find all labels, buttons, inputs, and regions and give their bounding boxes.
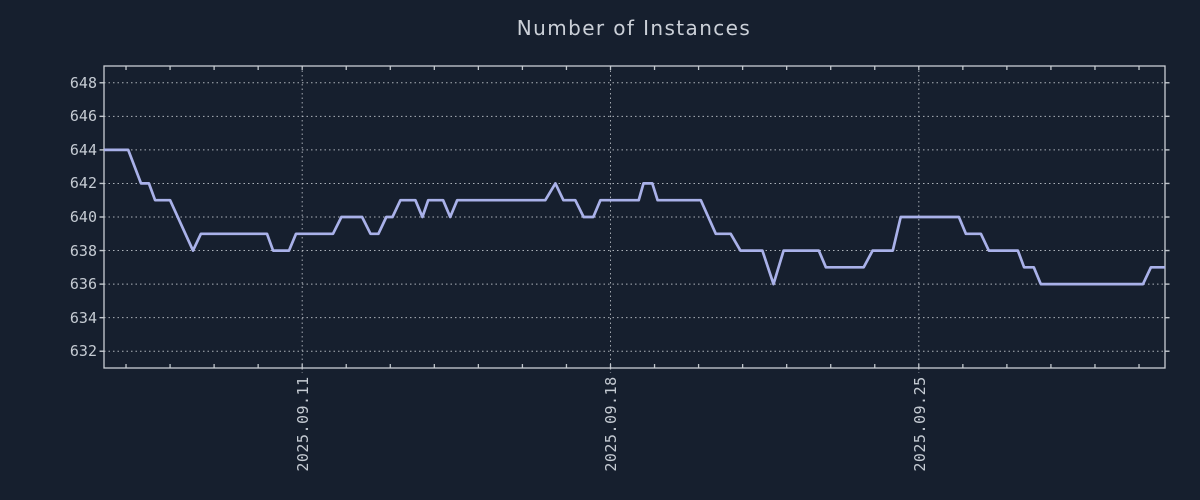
instances-series-line (104, 148, 1165, 286)
y-tick-label: 646 (69, 107, 97, 126)
ticks-group (99, 66, 1170, 373)
plot-frame (103, 65, 1166, 369)
y-tick-label: 648 (69, 73, 97, 92)
y-tick-label: 644 (69, 140, 97, 159)
gridlines-group (104, 66, 1165, 368)
y-tick-label: 632 (69, 342, 97, 361)
y-tick-label: 642 (69, 174, 97, 193)
chart-title: Number of Instances (516, 16, 752, 40)
y-tick-label: 640 (69, 208, 97, 226)
x-tick-label: 2025.09.11 (294, 376, 313, 472)
x-tick-label: 2025.09.18 (602, 376, 621, 472)
y-tick-label: 638 (69, 241, 97, 260)
x-tick-label: 2025.09.25 (910, 376, 929, 472)
y-tick-label: 634 (69, 308, 97, 327)
y-tick-label: 636 (69, 275, 97, 294)
